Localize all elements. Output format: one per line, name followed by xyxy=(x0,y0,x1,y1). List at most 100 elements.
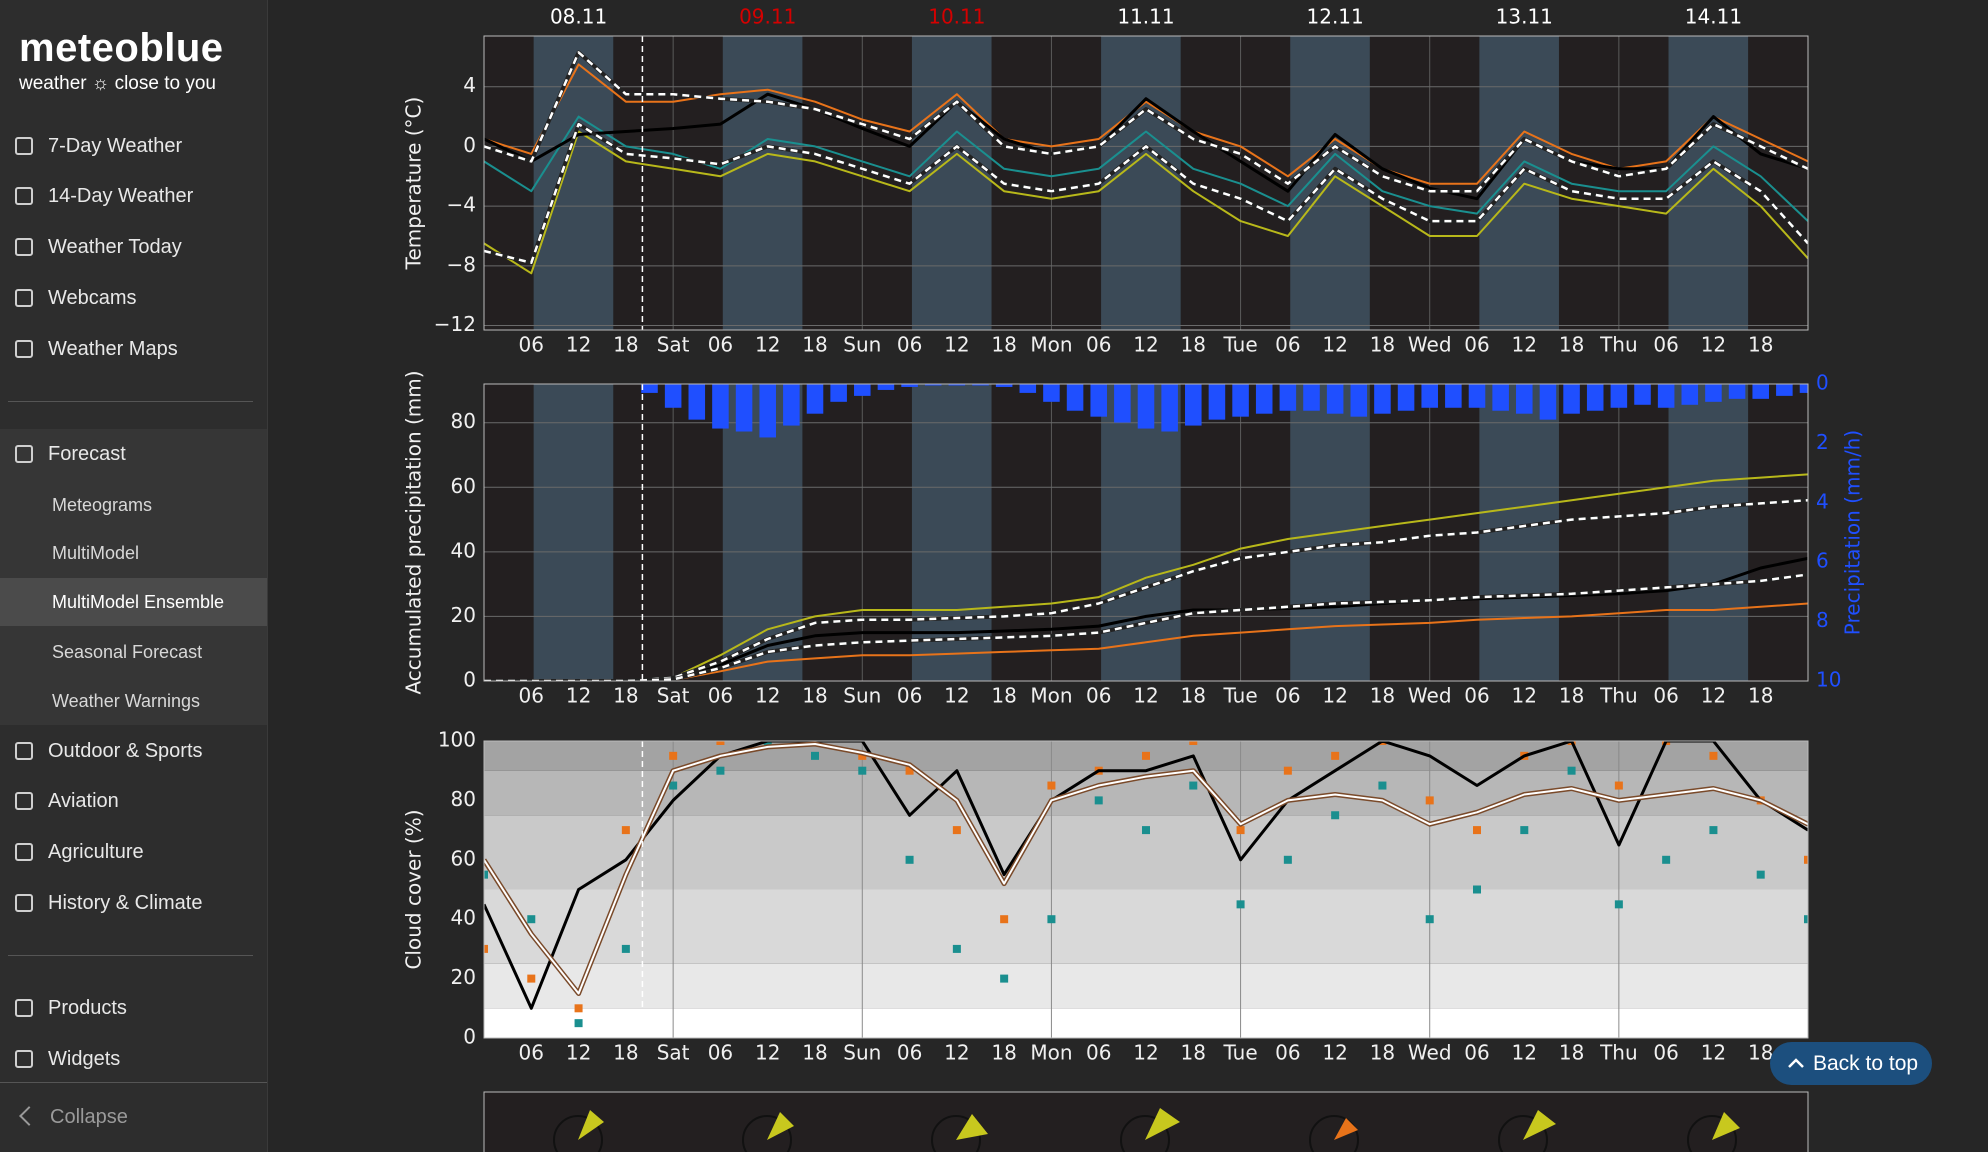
x-tick-label: Sun xyxy=(843,684,881,708)
x-tick-label: Mon xyxy=(1030,333,1072,357)
x-tick-label: 18 xyxy=(1370,333,1395,357)
x-tick-label: 18 xyxy=(1181,684,1206,708)
x-tick-label: 18 xyxy=(1181,1041,1206,1065)
nav-item[interactable]: Weather Today xyxy=(48,236,182,258)
member-dot xyxy=(1614,781,1623,790)
member-dot xyxy=(1331,751,1340,760)
x-tick-label: 12 xyxy=(755,333,780,357)
nav-item[interactable]: Agriculture xyxy=(48,841,144,863)
member-dot xyxy=(1520,826,1529,835)
x-tick-label: 12 xyxy=(944,333,969,357)
nav-item[interactable]: 7-Day Weather xyxy=(48,135,183,157)
nav-item[interactable]: Aviation xyxy=(48,790,119,812)
precip-bar xyxy=(1657,384,1675,408)
nav-icon xyxy=(15,238,33,256)
precip-bar xyxy=(1232,384,1249,417)
date-label: 10.11 xyxy=(928,5,985,29)
member-dot xyxy=(621,944,630,953)
x-tick-label: Tue xyxy=(1222,1041,1257,1065)
x-tick-label: 18 xyxy=(613,684,638,708)
x-tick-label: 06 xyxy=(1086,684,1111,708)
sub-nav-item[interactable]: MultiModel Ensemble xyxy=(52,592,225,612)
x-tick-label: 06 xyxy=(1653,333,1678,357)
active-highlight xyxy=(0,578,267,626)
member-dot xyxy=(905,855,914,864)
collapse-button[interactable]: Collapse xyxy=(50,1106,128,1128)
member-dot xyxy=(1000,915,1009,924)
nav-item[interactable]: Outdoor & Sports xyxy=(48,740,203,762)
date-label: 08.11 xyxy=(550,5,607,29)
member-dot xyxy=(1189,781,1198,790)
x-tick-label: 18 xyxy=(1748,684,1773,708)
nav-icon xyxy=(15,999,33,1017)
collapse-icon xyxy=(19,1106,39,1126)
precip-bar xyxy=(759,384,776,438)
nav-item[interactable]: 14-Day Weather xyxy=(48,185,194,207)
y-tick-label: 0 xyxy=(463,668,476,692)
forecast-section xyxy=(0,429,267,725)
nav-icon xyxy=(15,187,33,205)
separator xyxy=(8,955,253,956)
precip-bar xyxy=(1634,384,1651,405)
x-tick-label: Tue xyxy=(1222,684,1257,708)
logo[interactable]: meteoblue xyxy=(19,26,224,70)
nav-item[interactable]: Products xyxy=(48,997,127,1019)
y-tick-label: 0 xyxy=(463,1025,476,1049)
precip-bar xyxy=(1421,384,1438,408)
member-dot xyxy=(1804,915,1808,924)
precip-bar xyxy=(1610,384,1628,408)
member-dot xyxy=(1473,885,1481,894)
x-tick-label: Thu xyxy=(1599,333,1638,357)
member-dot xyxy=(1378,781,1387,790)
nav-item[interactable]: Webcams xyxy=(48,287,137,309)
sub-nav-item[interactable]: Meteograms xyxy=(52,495,153,515)
member-dot xyxy=(905,766,914,775)
precip-bar xyxy=(1185,384,1202,426)
y-axis-label: Accumulated precipitation (mm) xyxy=(402,370,426,694)
precip-bar xyxy=(1114,384,1131,423)
y-tick-label: 100 xyxy=(438,728,476,752)
member-dot xyxy=(574,1019,583,1028)
back-to-top-button[interactable]: Back to top xyxy=(1770,1042,1932,1085)
nav-item[interactable]: History & Climate xyxy=(48,892,203,914)
wind-rose xyxy=(553,1115,603,1152)
precip-bar xyxy=(995,384,1013,387)
member-dot xyxy=(1047,915,1056,924)
y2-tick-label: 8 xyxy=(1816,608,1829,632)
separator xyxy=(8,401,253,402)
sub-nav-item[interactable]: Seasonal Forecast xyxy=(52,642,203,662)
member-dot xyxy=(1662,855,1671,864)
nav-item[interactable]: Forecast xyxy=(48,443,126,465)
precip-bar xyxy=(1161,384,1178,432)
daylight-band xyxy=(1479,36,1559,330)
y-tick-label: 80 xyxy=(451,787,476,811)
member-dot xyxy=(858,751,867,760)
member-dot xyxy=(1804,855,1808,864)
x-tick-label: 06 xyxy=(1464,333,1489,357)
member-dot xyxy=(1142,751,1150,760)
daylight-band xyxy=(1479,384,1559,681)
member-dot xyxy=(1047,781,1056,790)
mean-line-outline xyxy=(484,50,1808,194)
plot-frame xyxy=(483,740,1809,1039)
nav-item[interactable]: Weather Maps xyxy=(48,338,178,360)
x-tick-label: 18 xyxy=(991,333,1016,357)
member-dot xyxy=(1567,766,1576,775)
precip-bar xyxy=(1776,384,1793,396)
nav-item[interactable]: Widgets xyxy=(48,1048,121,1070)
sub-nav-item[interactable]: MultiModel xyxy=(52,543,140,563)
sub-nav-item[interactable]: Weather Warnings xyxy=(52,691,201,711)
member-dot xyxy=(484,944,488,953)
precip-bar xyxy=(1255,384,1273,414)
x-tick-label: 06 xyxy=(1653,684,1678,708)
y-tick-label: −4 xyxy=(447,193,476,217)
member-dot xyxy=(621,826,630,835)
precip-bar xyxy=(1799,384,1808,393)
plot-frame xyxy=(483,35,1809,331)
y-tick-label: 60 xyxy=(451,846,476,870)
member-dot xyxy=(763,741,772,745)
member-dot xyxy=(811,751,819,760)
